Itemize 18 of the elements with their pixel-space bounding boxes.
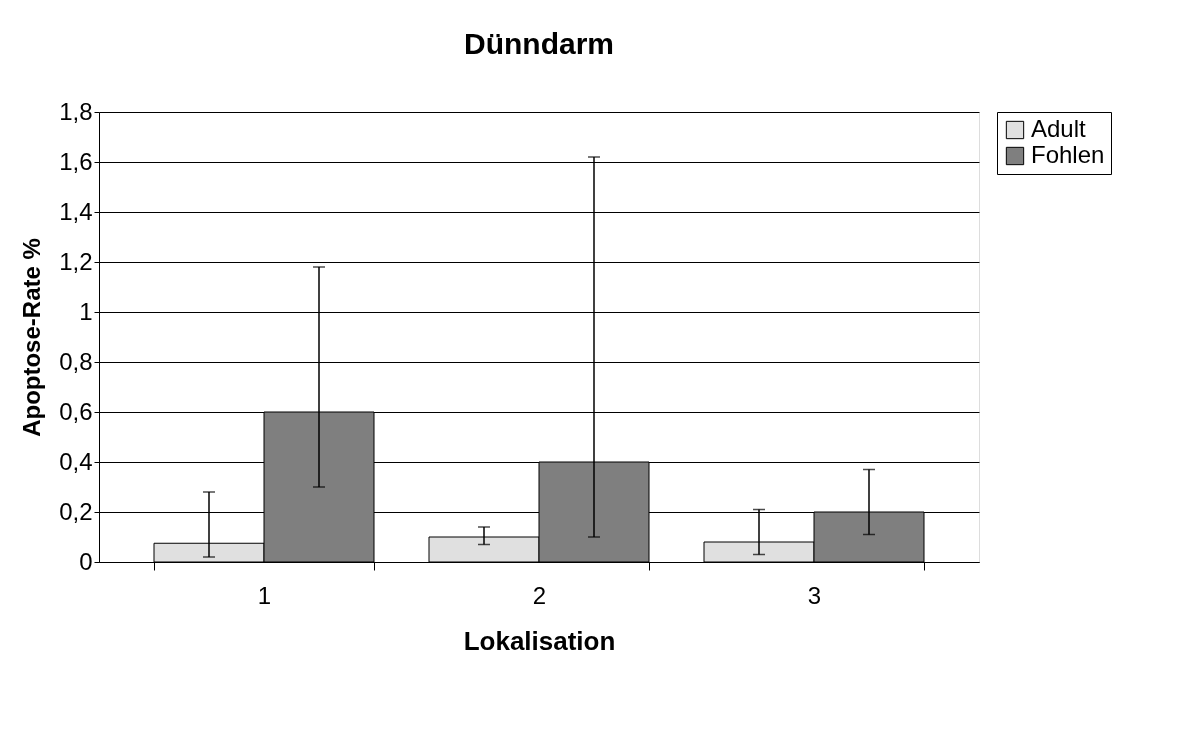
- chart-title: Dünndarm: [464, 27, 614, 60]
- y-tick-label: 1,4: [59, 197, 93, 225]
- y-tick-label: 1: [79, 297, 93, 325]
- x-tick-label: 2: [532, 581, 547, 609]
- y-tick-label: 1,8: [59, 97, 93, 125]
- x-tick-label: 3: [807, 581, 822, 609]
- y-tick-label: 0,8: [59, 347, 93, 375]
- legend-label: Adult: [1031, 115, 1087, 142]
- x-axis-title: Lokalisation: [463, 625, 616, 656]
- y-tick-label: 1,2: [59, 247, 93, 275]
- y-tick-label: 0,4: [59, 447, 93, 475]
- legend-label: Fohlen: [1031, 141, 1105, 168]
- y-tick-label: 0: [79, 547, 93, 575]
- x-tick-label: 1: [257, 581, 272, 609]
- y-tick-label: 1,6: [59, 147, 93, 175]
- y-tick-label: 0,2: [59, 497, 93, 525]
- y-tick-label: 0,6: [59, 397, 93, 425]
- y-axis-title: Apoptose-Rate %: [18, 238, 46, 437]
